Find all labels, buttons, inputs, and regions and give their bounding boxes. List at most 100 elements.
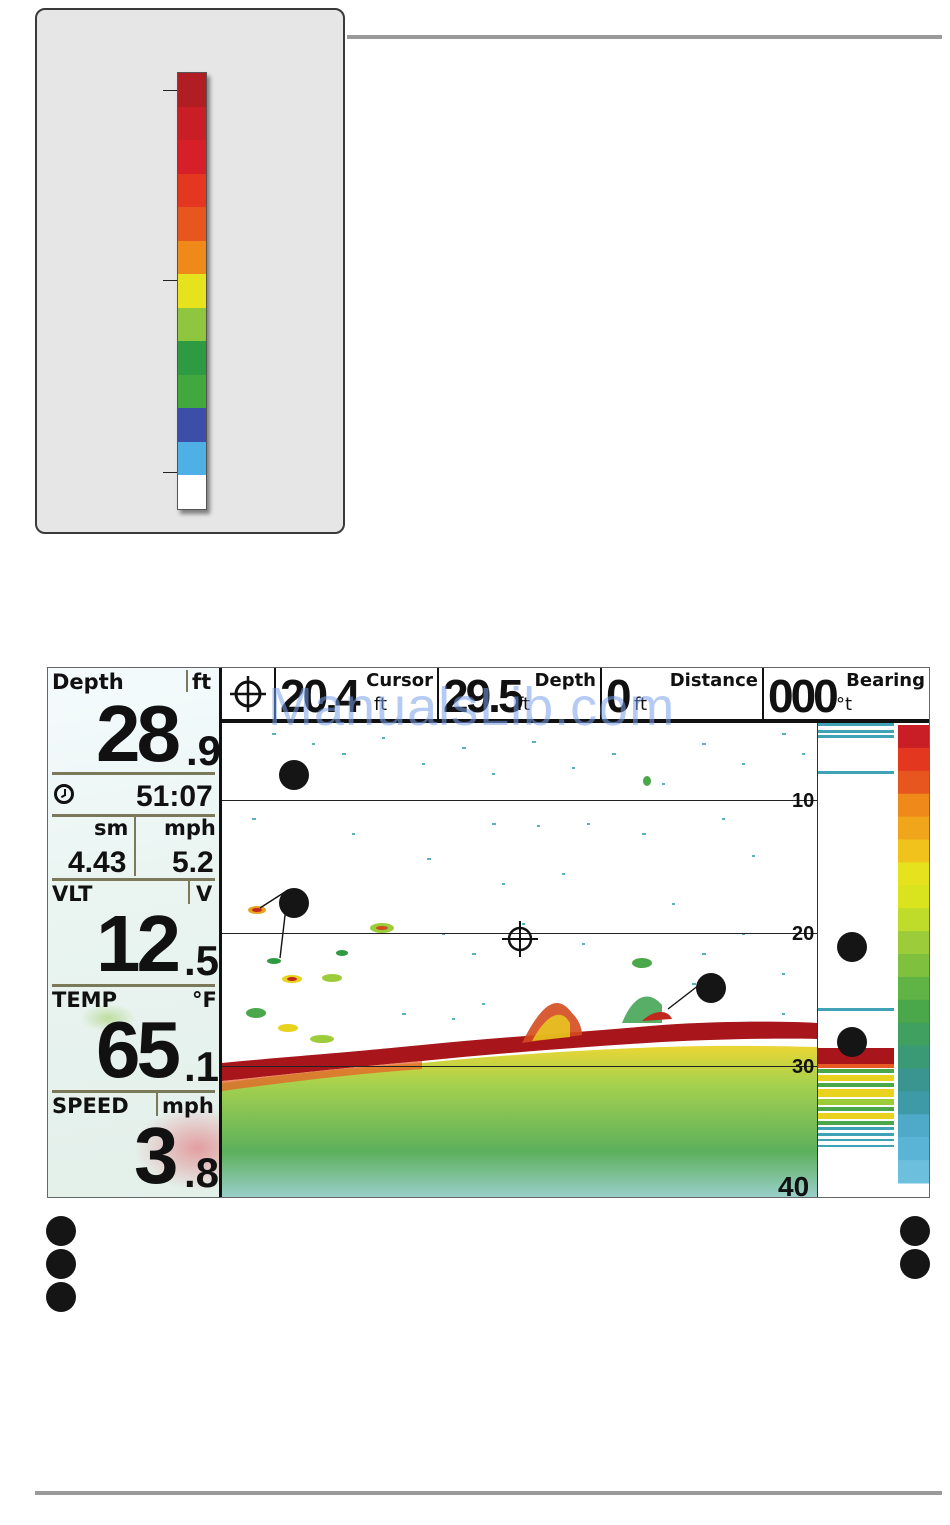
legend-color-swatch [178, 106, 206, 141]
distance-value: 4.43 [68, 846, 127, 879]
cursor-info-bar: Cursor 20.4 ft Depth 29.5 ft Distance 0 … [222, 668, 929, 723]
depth-label: Depth [52, 670, 124, 694]
scale-color-segment [898, 908, 929, 932]
sonar-screen: Depth ft 28 .9 51:07 sm mph 4.43 5.2 VLT… [47, 667, 930, 1198]
crosshair-icon [230, 676, 266, 712]
scale-color-segment [898, 976, 929, 1001]
callout-marker [837, 1027, 867, 1057]
scale-color-segment [898, 793, 929, 818]
key-marker [46, 1249, 76, 1279]
scale-color-segment [898, 1022, 929, 1047]
key-marker [46, 1282, 76, 1312]
sonar-returns [222, 733, 817, 1197]
fish-returns [246, 772, 652, 1043]
temp-value-whole: 65 [96, 1005, 181, 1094]
distance-title: Distance [669, 670, 758, 691]
voltage-unit: V [196, 882, 213, 906]
legend-color-swatch [178, 408, 206, 442]
depth-scale-label: 30 [792, 1056, 815, 1078]
legend-color-swatch [178, 441, 206, 476]
scale-color-segment [898, 1160, 929, 1184]
header-rule [347, 35, 942, 39]
scale-color-segment [898, 747, 929, 772]
cursor-title: Cursor [366, 670, 433, 691]
callout-marker [696, 973, 726, 1003]
callout-marker [279, 888, 309, 918]
separator [156, 1092, 158, 1116]
separator [52, 878, 215, 881]
speed-value-whole: 3 [134, 1111, 178, 1198]
scale-color-segment [898, 885, 929, 909]
color-scale-bar [898, 725, 929, 1184]
legend-color-swatch [178, 173, 206, 208]
cursor-unit: ft [374, 694, 388, 715]
scale-color-segment [898, 839, 929, 863]
cursor-depth-cell: Cursor 20.4 ft [274, 668, 439, 719]
cursor-icon-cell[interactable] [222, 668, 276, 719]
depth-value: 29.5 [443, 670, 524, 722]
callout-marker [279, 760, 309, 790]
small-speed-unit: mph [164, 816, 216, 840]
bearing-cell: Bearing 000 °t [762, 668, 929, 719]
distance-value: 0 [606, 670, 632, 722]
clock-icon [54, 784, 74, 804]
realtime-sonar-window [817, 723, 896, 1197]
scale-color-segment [898, 1114, 929, 1138]
legend-color-swatch [178, 374, 206, 409]
bearing-value: 000 [768, 670, 839, 722]
separator [134, 816, 136, 876]
legend-color-swatch [178, 307, 206, 342]
depth-value-whole: 28 [96, 689, 181, 778]
legend-color-swatch [178, 274, 206, 308]
speed-label: SPEED [52, 1094, 129, 1118]
plankton-specks [252, 733, 805, 1020]
cursor-crosshair-icon[interactable] [502, 921, 538, 957]
scale-color-segment [898, 862, 929, 886]
legend-color-swatch [178, 475, 206, 509]
key-marker [46, 1216, 76, 1246]
legend-tick-mid [163, 280, 177, 281]
separator [52, 772, 215, 775]
scale-color-segment [898, 1045, 929, 1069]
depth-line-10 [222, 800, 817, 801]
depth-line-30 [222, 1066, 817, 1067]
depth-value-decimal: .9 [186, 727, 222, 774]
depth-scale-label: 10 [792, 790, 815, 812]
scale-color-segment [898, 725, 929, 749]
scale-color-segment [898, 1091, 929, 1115]
depth-scale-label: 20 [792, 923, 815, 945]
color-scale-column [894, 723, 929, 1197]
legend-color-swatch [178, 341, 206, 375]
legend-tick-high [163, 90, 177, 91]
temp-value-decimal: .1 [184, 1043, 220, 1090]
callout-marker [837, 932, 867, 962]
scale-color-segment [898, 1068, 929, 1092]
scale-color-segment [898, 770, 929, 795]
scale-color-segment [898, 931, 929, 955]
depth-cell: Depth 29.5 ft [437, 668, 602, 719]
distance-cell: Distance 0 ft [600, 668, 764, 719]
legend-color-swatch [178, 73, 206, 107]
temp-label: TEMP [52, 988, 117, 1012]
sonar-history-view[interactable]: 10 20 30 40 [222, 723, 817, 1197]
speed-value-decimal: .8 [184, 1149, 220, 1196]
cursor-value: 20.4 [280, 670, 361, 722]
legend-color-swatch [178, 140, 206, 174]
footer-rule [35, 1491, 942, 1495]
scale-color-segment [898, 999, 929, 1024]
voltage-label: VLT [52, 882, 93, 906]
color-palette-bar [177, 72, 207, 510]
distance-unit: sm [94, 816, 129, 840]
bearing-title: Bearing [846, 670, 925, 691]
temp-unit: °F [192, 988, 217, 1012]
key-marker [900, 1216, 930, 1246]
separator [52, 984, 215, 987]
speed-unit: mph [162, 1094, 214, 1118]
scale-color-segment [898, 954, 929, 978]
legend-color-swatch [178, 207, 206, 241]
voltage-value-decimal: .5 [184, 937, 220, 984]
key-marker [900, 1249, 930, 1279]
small-speed-value: 5.2 [172, 846, 214, 879]
depth-scale-label: 40 [778, 1171, 810, 1198]
depth-unit: ft [517, 694, 531, 715]
